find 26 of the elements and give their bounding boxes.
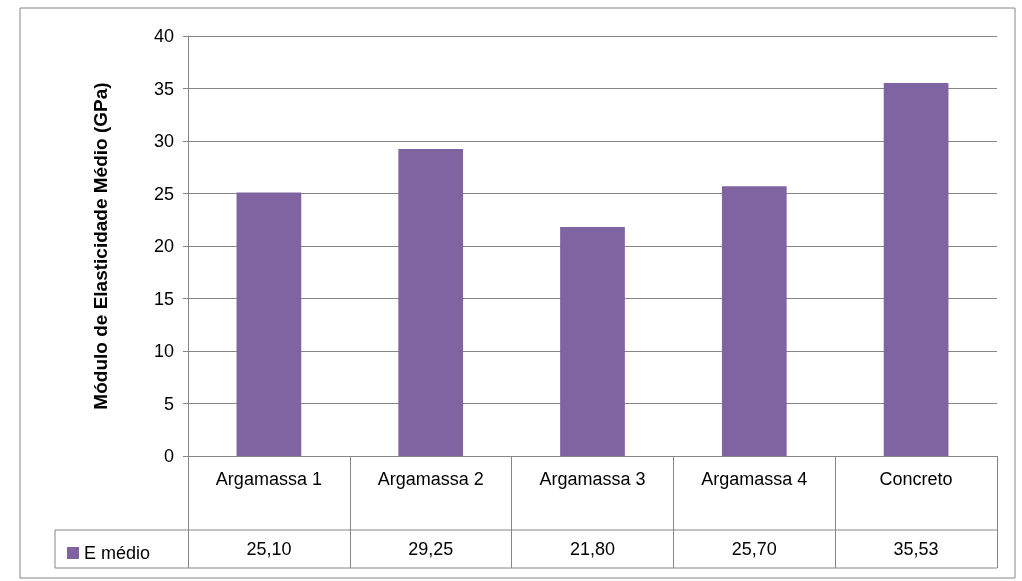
data-label: 21,80	[569, 539, 616, 559]
y-axis-title: Módulo de Elasticidade Médio (GPa)	[90, 82, 111, 410]
y-tick-label: 30	[153, 131, 174, 151]
x-tick-label: Argamassa 3	[539, 469, 646, 489]
x-tick-label: Argamassa 2	[377, 469, 484, 489]
y-tick-label: 40	[153, 26, 174, 46]
bar	[398, 148, 464, 456]
y-tick-label: 15	[153, 288, 174, 309]
x-tick-label: Concreto	[879, 469, 953, 489]
data-label: 29,25	[408, 539, 454, 559]
data-label: 25,10	[246, 539, 292, 559]
y-tick-label: 35	[153, 78, 174, 99]
bar	[236, 192, 302, 456]
legend-label: E médio	[84, 543, 151, 563]
x-tick-label: Argamassa 4	[701, 469, 808, 489]
y-tick-label: 10	[153, 341, 174, 361]
data-label: 35,53	[893, 539, 939, 559]
bar	[721, 186, 787, 456]
y-tick-label: 20	[153, 236, 174, 256]
y-tick-label: 5	[163, 393, 174, 414]
bar	[883, 82, 949, 456]
data-label: 25,70	[731, 539, 777, 559]
y-tick-label: 0	[163, 446, 174, 466]
bar	[560, 227, 625, 456]
y-tick-label: 25	[153, 183, 174, 204]
x-tick-label: Argamassa 1	[215, 469, 322, 489]
